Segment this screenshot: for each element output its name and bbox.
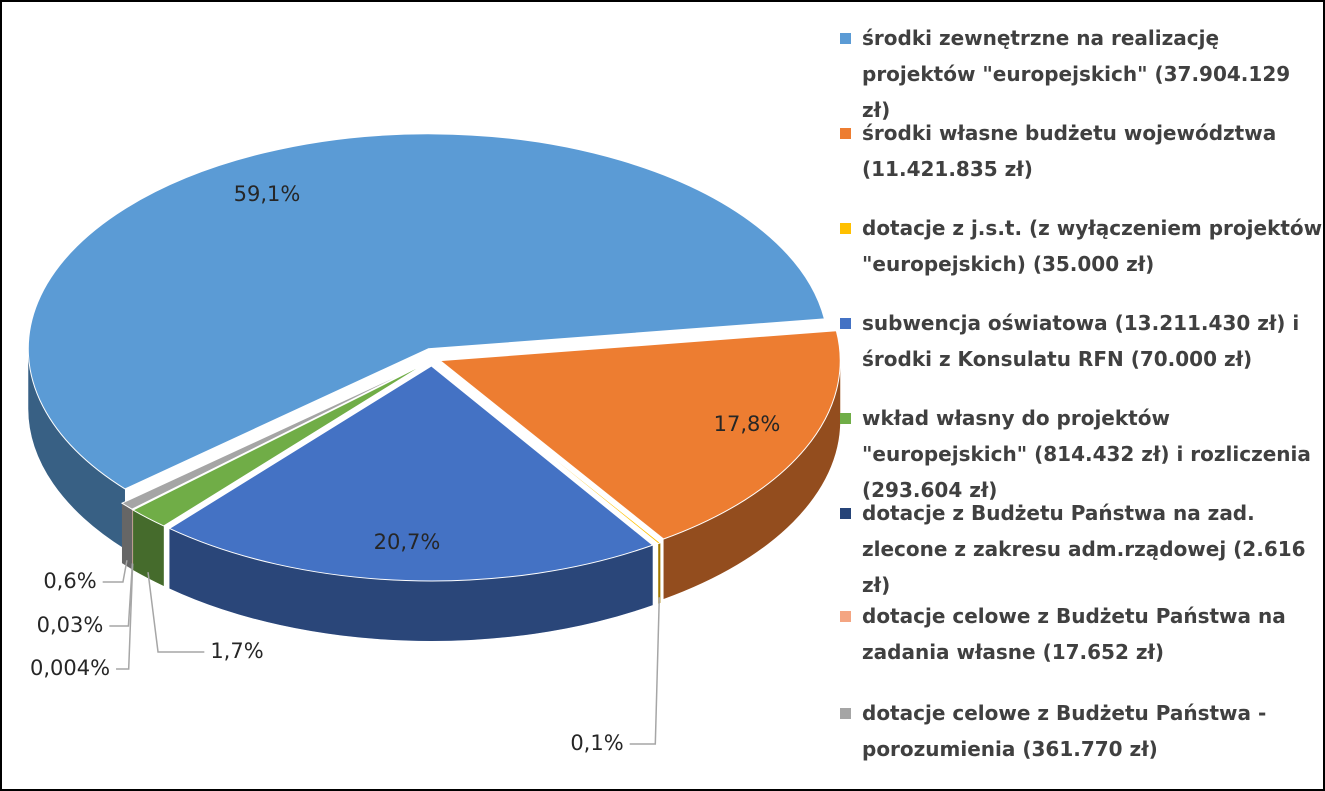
slice-side-shade xyxy=(121,503,133,570)
leader-line xyxy=(102,560,128,583)
legend-item: wkład własny do projektów "europejskich"… xyxy=(838,400,1323,508)
legend-label: dotacje celowe z Budżetu Państwa na zada… xyxy=(862,604,1286,664)
data-label: 20,7% xyxy=(374,530,441,554)
legend-swatch xyxy=(840,508,851,519)
legend-item: środki zewnętrzne na realizację projektó… xyxy=(838,20,1323,128)
slice-side-shade xyxy=(663,360,841,600)
slice-side xyxy=(121,503,133,570)
slice xyxy=(120,362,426,510)
legend-item: dotacje celowe z Budżetu Państwa - poroz… xyxy=(838,695,1323,767)
leader-line xyxy=(147,572,205,653)
slice-side-shade xyxy=(658,542,661,604)
data-label: 59,1% xyxy=(234,182,301,206)
legend-swatch xyxy=(840,708,851,719)
legend-swatch xyxy=(840,33,851,44)
slice-side xyxy=(658,542,661,604)
legend-item: dotacje z j.s.t. (z wyłączeniem projektó… xyxy=(838,210,1323,282)
leader-line xyxy=(109,563,134,627)
slice-side xyxy=(663,360,841,600)
slice xyxy=(436,364,662,545)
legend-swatch xyxy=(840,318,851,329)
data-label: 1,7% xyxy=(210,639,263,663)
slice-side-shade xyxy=(28,348,125,549)
legend-item: dotacje z Budżetu Państwa na zad. zlecon… xyxy=(838,495,1323,603)
legend-label: dotacje z j.s.t. (z wyłączeniem projektó… xyxy=(862,216,1323,276)
slice-side-shade xyxy=(133,510,164,586)
legend-item: środki własne budżetu województwa (11.42… xyxy=(838,115,1323,187)
legend-label: dotacje z Budżetu Państwa na zad. zlecon… xyxy=(862,501,1306,597)
legend-item: subwencja oświatowa (13.211.430 zł) i śr… xyxy=(838,305,1323,377)
legend-item: dotacje celowe z Budżetu Państwa na zada… xyxy=(838,598,1323,670)
data-label: 0,6% xyxy=(43,569,96,593)
leader-line xyxy=(116,563,134,670)
slice-side xyxy=(169,528,653,641)
legend-label: wkład własny do projektów "europejskich"… xyxy=(862,406,1311,502)
data-label: 0,004% xyxy=(30,656,110,680)
legend-swatch xyxy=(840,128,851,139)
legend-label: dotacje celowe z Budżetu Państwa - poroz… xyxy=(862,701,1267,761)
side-walls xyxy=(28,348,841,641)
slice xyxy=(168,365,654,582)
legend-label: subwencja oświatowa (13.211.430 zł) i śr… xyxy=(862,311,1300,371)
slice xyxy=(27,133,826,490)
legend-swatch xyxy=(840,223,851,234)
slice-side xyxy=(132,509,133,570)
legend-label: środki własne budżetu województwa (11.42… xyxy=(862,121,1277,181)
data-label: 17,8% xyxy=(714,412,781,436)
leader-line xyxy=(629,597,661,745)
legend-swatch xyxy=(840,413,851,424)
legend-label: środki zewnętrzne na realizację projektó… xyxy=(862,26,1291,122)
slice-side-shade xyxy=(169,528,653,641)
slice-side-shade xyxy=(132,509,133,570)
data-label: 0,03% xyxy=(37,613,104,637)
data-label: 0,1% xyxy=(570,731,623,755)
legend-swatch xyxy=(840,611,851,622)
slice xyxy=(438,330,841,540)
slice-side xyxy=(28,348,125,549)
slice-side xyxy=(133,510,164,586)
